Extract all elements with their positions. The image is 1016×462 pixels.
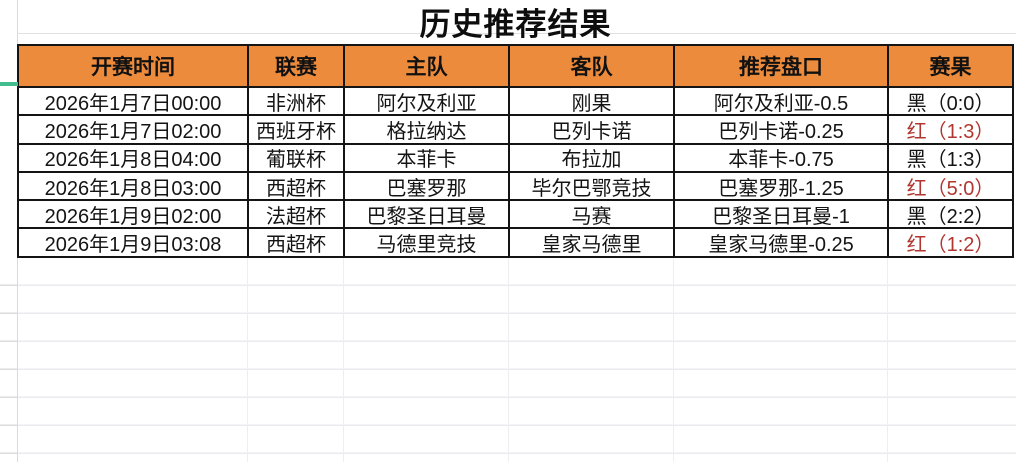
result-cell[interactable]: 黑（0:0） [889, 88, 1012, 115]
result-cell[interactable]: 红（1:2） [889, 229, 1012, 256]
home-team-cell[interactable]: 马德里竞技 [345, 229, 508, 256]
away-team-cell[interactable]: 布拉加 [510, 144, 673, 171]
column-header-result[interactable]: 赛果 [889, 46, 1012, 86]
column-gridline [673, 258, 674, 462]
results-table: 开赛时间 联赛 主队 客队 推荐盘口 赛果 2026年1月7日00:00 非洲杯… [17, 44, 1014, 258]
column-gridline [247, 258, 248, 462]
away-team-cell[interactable]: 刚果 [510, 88, 673, 115]
away-team-cell[interactable]: 皇家马德里 [510, 229, 673, 256]
column-gridline [887, 258, 888, 462]
kickoff-time-cell[interactable]: 2026年1月8日03:00 [19, 172, 247, 200]
column-header-league[interactable]: 联赛 [249, 46, 343, 86]
league-cell[interactable]: 法超杯 [249, 201, 343, 228]
column-header-handicap[interactable]: 推荐盘口 [675, 46, 887, 86]
result-cell[interactable]: 黑（2:2） [889, 201, 1012, 228]
kickoff-time-cell[interactable]: 2026年1月7日02:00 [19, 116, 247, 143]
column-header-kickoff-time[interactable]: 开赛时间 [19, 46, 247, 86]
column-header-away-team[interactable]: 客队 [510, 46, 673, 86]
home-team-cell[interactable]: 巴黎圣日耳曼 [345, 201, 508, 228]
kickoff-time-cell[interactable]: 2026年1月8日04:00 [19, 144, 247, 171]
handicap-cell[interactable]: 本菲卡-0.75 [675, 144, 887, 171]
away-team-cell[interactable]: 毕尔巴鄂竞技 [510, 172, 673, 200]
league-cell[interactable]: 非洲杯 [249, 88, 343, 115]
kickoff-time-cell[interactable]: 2026年1月9日03:08 [19, 229, 247, 256]
home-team-cell[interactable]: 格拉纳达 [345, 116, 508, 143]
handicap-cell[interactable]: 巴黎圣日耳曼-1 [675, 201, 887, 228]
column-header-home-team[interactable]: 主队 [345, 46, 508, 86]
away-team-cell[interactable]: 巴列卡诺 [510, 116, 673, 143]
league-cell[interactable]: 西班牙杯 [249, 116, 343, 143]
column-gridline [343, 258, 344, 462]
column-gridline [508, 258, 509, 462]
empty-rows-gridlines-left [0, 258, 17, 462]
kickoff-time-cell[interactable]: 2026年1月7日00:00 [19, 88, 247, 115]
handicap-cell[interactable]: 巴列卡诺-0.25 [675, 116, 887, 143]
result-cell[interactable]: 红（1:3） [889, 116, 1012, 143]
league-cell[interactable]: 西超杯 [249, 229, 343, 256]
home-team-cell[interactable]: 巴塞罗那 [345, 172, 508, 200]
league-cell[interactable]: 葡联杯 [249, 144, 343, 171]
page-title[interactable]: 历史推荐结果 [419, 6, 612, 42]
result-cell[interactable]: 黑（1:3） [889, 144, 1012, 171]
green-accent-mark [0, 82, 18, 86]
home-team-cell[interactable]: 阿尔及利亚 [345, 88, 508, 115]
away-team-cell[interactable]: 马赛 [510, 201, 673, 228]
handicap-cell[interactable]: 皇家马德里-0.25 [675, 229, 887, 256]
handicap-cell[interactable]: 阿尔及利亚-0.5 [675, 88, 887, 115]
empty-rows-gridlines [18, 258, 1016, 462]
home-team-cell[interactable]: 本菲卡 [345, 144, 508, 171]
league-cell[interactable]: 西超杯 [249, 172, 343, 200]
kickoff-time-cell[interactable]: 2026年1月9日02:00 [19, 201, 247, 228]
title-row-gridline [17, 33, 1016, 34]
result-cell[interactable]: 红（5:0） [889, 172, 1012, 200]
handicap-cell[interactable]: 巴塞罗那-1.25 [675, 172, 887, 200]
